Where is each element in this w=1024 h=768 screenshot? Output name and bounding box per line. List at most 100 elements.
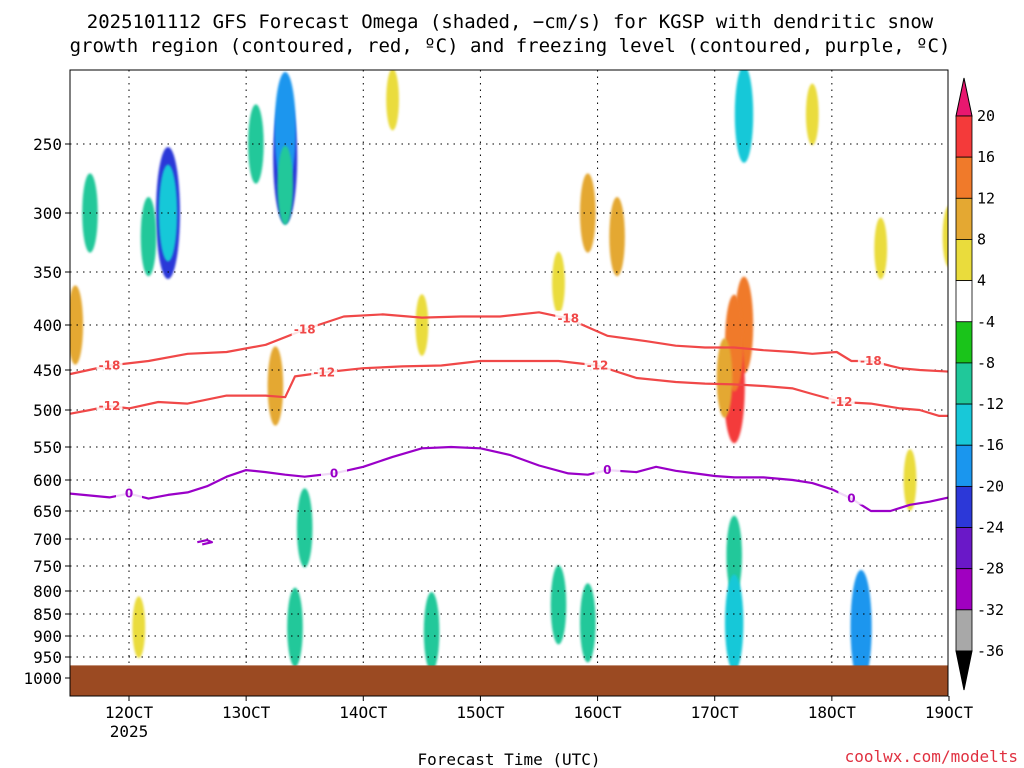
freezing-level-label-bg-0 bbox=[116, 485, 142, 500]
isotherm-minus18-label-bg-2 bbox=[555, 310, 582, 325]
ytick-label-300: 300 bbox=[33, 204, 62, 223]
xtick-sublabel-12OCT: 2025 bbox=[110, 722, 149, 741]
xtick-label-13OCT: 13OCT bbox=[222, 703, 271, 722]
omega-blob-32 bbox=[942, 206, 948, 268]
omega-blob-12 bbox=[716, 338, 733, 418]
isotherm-minus12-label-1: -12 bbox=[313, 365, 335, 379]
isotherm-minus18-label-bg-0 bbox=[96, 357, 123, 372]
omega-blob-8 bbox=[734, 70, 754, 163]
omega-blob-17 bbox=[725, 574, 744, 672]
ytick-label-600: 600 bbox=[33, 471, 62, 490]
isotherm-minus12-label-3: -12 bbox=[831, 395, 853, 409]
colorbar-label-5: -4 bbox=[977, 313, 995, 331]
isotherm-minus18-label-bg-3 bbox=[857, 353, 884, 367]
colorbar-box-7 bbox=[955, 362, 973, 405]
isotherm-minus18-label-1: -18 bbox=[294, 323, 316, 337]
colorbar: 20 16 12 8 4 -4 -8 -12 -16 -20 -24 -28 -32 -36 bbox=[955, 77, 1004, 691]
freezing-level-label-bg-3 bbox=[838, 490, 865, 505]
omega-blob-26 bbox=[386, 70, 399, 131]
omega-blob-4 bbox=[277, 145, 294, 225]
ytick-label-500: 500 bbox=[33, 401, 62, 420]
omega-blob-18 bbox=[850, 570, 872, 685]
omega-blob-21 bbox=[550, 565, 567, 645]
freezing-level-label-3: 0 bbox=[847, 492, 855, 506]
colorbar-label-3: 8 bbox=[977, 230, 986, 248]
colorbar-label-9: -20 bbox=[977, 477, 1004, 495]
omega-blob-20 bbox=[287, 587, 303, 667]
isotherm-minus12-label-bg-2 bbox=[584, 357, 611, 372]
colorbar-box-13 bbox=[955, 609, 973, 652]
credit-text: coolwx.com/modelts bbox=[845, 747, 1018, 766]
ytick-label-350: 350 bbox=[33, 263, 62, 282]
omega-blob-28 bbox=[874, 217, 888, 280]
freezing-level-label-2: 0 bbox=[603, 463, 611, 477]
isotherm-minus18-label-bg-1 bbox=[291, 321, 318, 336]
isotherm-minus12-label-0: -12 bbox=[99, 399, 121, 413]
xtick-label-12OCT: 12OCT bbox=[105, 703, 154, 722]
colorbar-label-12: -32 bbox=[977, 601, 1004, 619]
ytick-label-850: 850 bbox=[33, 605, 62, 624]
xtick-label-19OCT: 19OCT bbox=[925, 703, 974, 722]
isotherm-minus12-label-bg-3 bbox=[828, 394, 855, 408]
plot-frame bbox=[69, 69, 949, 697]
y-axis: 250 300 350 400 450 500 550 600 650 700 750 800 850 9… bbox=[23, 135, 70, 688]
freezing-level-line bbox=[70, 445, 948, 513]
isotherm-minus18-line bbox=[70, 311, 948, 376]
ground-surface bbox=[70, 665, 948, 696]
plot-background bbox=[70, 70, 948, 696]
colorbar-box-11 bbox=[955, 527, 973, 570]
freezing-level-label-bg-1 bbox=[321, 465, 347, 480]
chart-title-line1: 2025101112 GFS Forecast Omega (shaded, −… bbox=[87, 11, 934, 33]
gridlines bbox=[70, 70, 948, 696]
ytick-label-750: 750 bbox=[33, 557, 62, 576]
freezing-level-label-1: 0 bbox=[330, 466, 338, 480]
ytick-label-250: 250 bbox=[33, 135, 62, 154]
colorbar-box-10 bbox=[955, 485, 973, 528]
colorbar-box-5 bbox=[955, 280, 973, 323]
isotherm-minus18-label-3: -18 bbox=[860, 354, 882, 368]
omega-blob-22 bbox=[580, 583, 596, 663]
ytick-label-400: 400 bbox=[33, 316, 62, 335]
colorbar-box-2 bbox=[955, 156, 973, 199]
colorbar-top-arrow bbox=[955, 77, 973, 117]
x-axis-title: Forecast Time (UTC) bbox=[417, 750, 600, 768]
ytick-label-1000: 1000 bbox=[23, 669, 62, 688]
colorbar-box-12 bbox=[955, 568, 973, 611]
omega-blob-13 bbox=[609, 197, 625, 277]
xtick-label-14OCT: 14OCT bbox=[339, 703, 388, 722]
omega-blob-16 bbox=[726, 515, 742, 595]
ytick-label-450: 450 bbox=[33, 361, 62, 380]
isotherm-minus18-label-0: -18 bbox=[99, 359, 121, 373]
isotherm-minus12-label-2: -12 bbox=[587, 359, 609, 373]
xtick-label-18OCT: 18OCT bbox=[808, 703, 857, 722]
plot-area: -18 -18 -18 -18 -12 -12 -12 -12 0 0 0 0 bbox=[70, 70, 948, 696]
omega-blob-15 bbox=[580, 173, 596, 253]
colorbar-label-6: -8 bbox=[977, 354, 995, 372]
colorbar-label-1: 16 bbox=[977, 148, 995, 166]
colorbar-label-11: -28 bbox=[977, 560, 1004, 578]
colorbar-label-4: 4 bbox=[977, 272, 986, 290]
colorbar-label-10: -24 bbox=[977, 519, 1004, 537]
colorbar-label-8: -16 bbox=[977, 436, 1004, 454]
ground-layer bbox=[70, 665, 948, 696]
omega-blob-6 bbox=[140, 197, 157, 277]
freezing-ring-line bbox=[197, 538, 214, 546]
xtick-label-16OCT: 16OCT bbox=[573, 703, 622, 722]
colorbar-label-7: -12 bbox=[977, 395, 1004, 413]
colorbar-box-3 bbox=[955, 197, 973, 240]
colorbar-label-13: -36 bbox=[977, 642, 1004, 660]
isotherm-minus18-label-2: -18 bbox=[557, 312, 579, 326]
xtick-label-17OCT: 17OCT bbox=[691, 703, 740, 722]
contours: -18 -18 -18 -18 -12 -12 -12 -12 0 0 0 0 bbox=[70, 310, 948, 546]
chart-title-line2: growth region (contoured, red, ºC) and f… bbox=[70, 35, 951, 57]
omega-blob-14 bbox=[552, 251, 565, 314]
omega-blob-31 bbox=[296, 488, 313, 568]
ytick-label-650: 650 bbox=[33, 502, 62, 521]
colorbar-label-0: 20 bbox=[977, 107, 995, 125]
colorbar-bottom-arrow bbox=[955, 650, 973, 691]
ytick-label-700: 700 bbox=[33, 530, 62, 549]
omega-blob-19 bbox=[267, 346, 284, 426]
omega-blob-27 bbox=[805, 83, 819, 146]
